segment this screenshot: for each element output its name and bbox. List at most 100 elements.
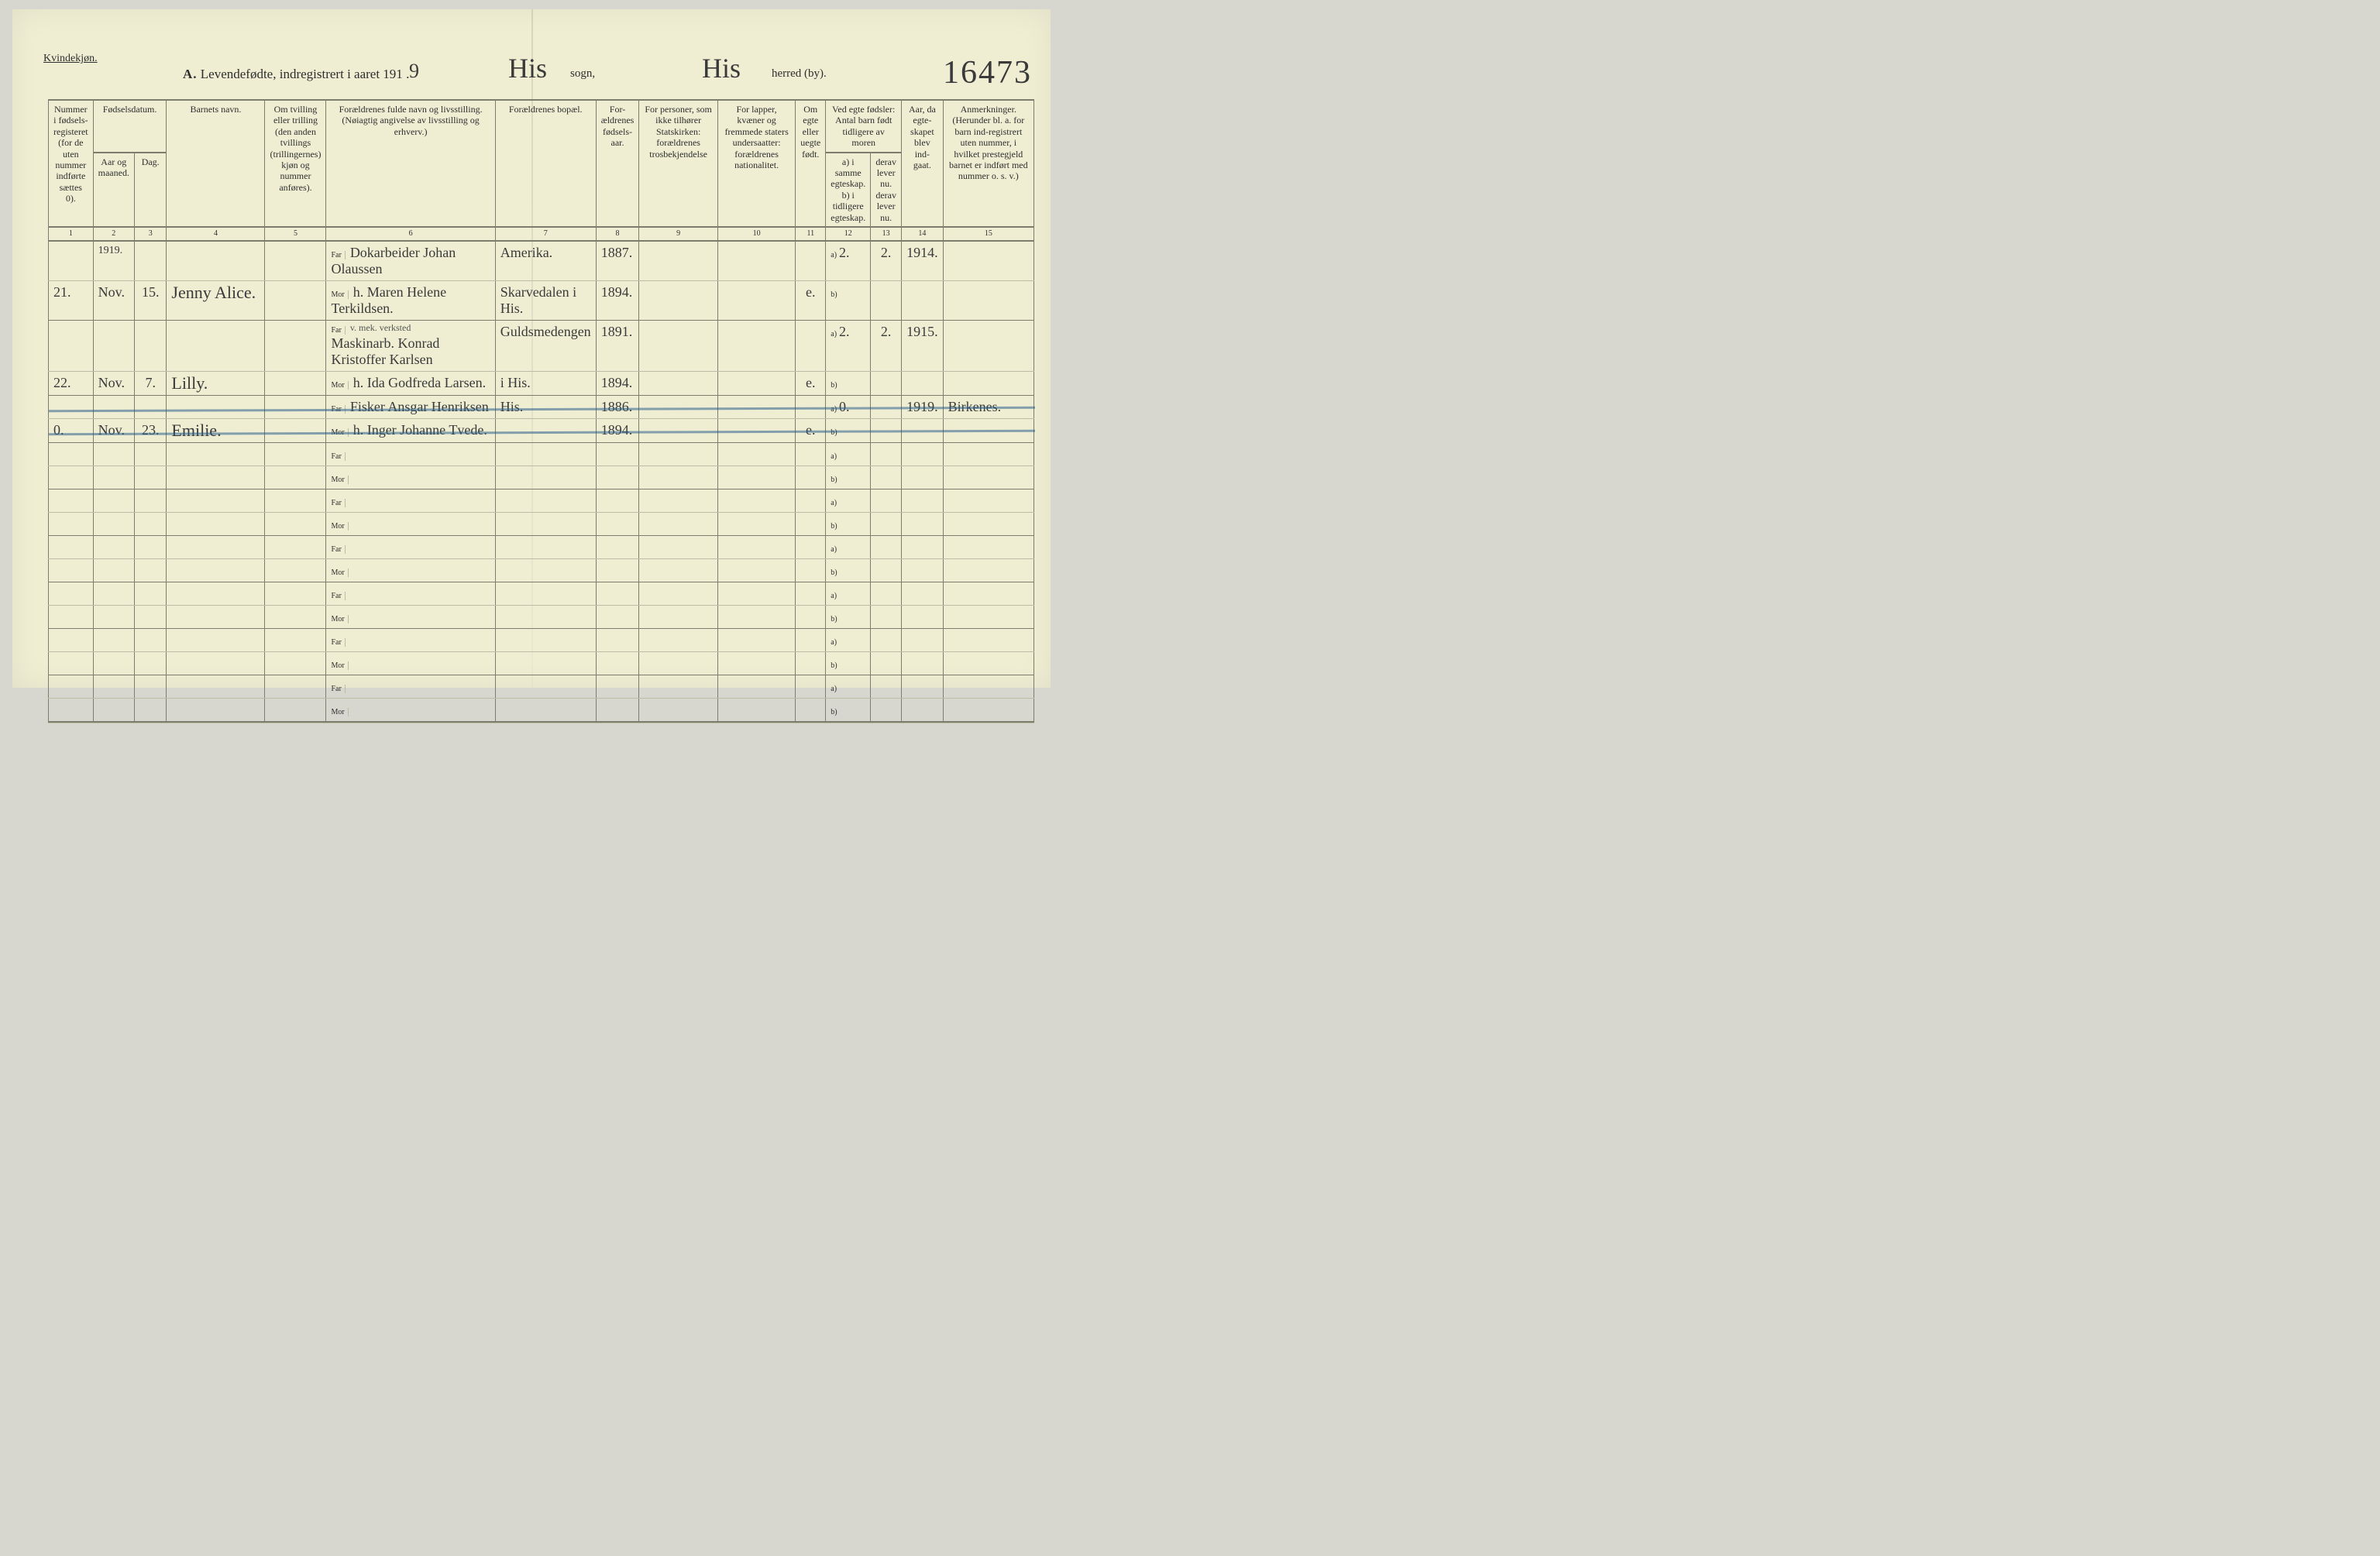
cell-lever (871, 628, 902, 651)
cell-aar-far (596, 582, 639, 605)
cell-name-top (167, 320, 265, 371)
cell-nat (717, 628, 795, 651)
coln-4: 4 (167, 227, 265, 241)
cell-bopel-mor (495, 512, 596, 535)
cell-b: b) (826, 651, 871, 675)
record-row-far: 1919.FarDokarbeider Johan OlaussenAmerik… (49, 241, 1035, 281)
cell-anm (943, 489, 1034, 512)
coln-9: 9 (639, 227, 718, 241)
cell-mor: Mor (326, 651, 495, 675)
cell-day-top (134, 320, 166, 371)
cell-lever-b (871, 280, 902, 320)
cell-num-top (49, 320, 94, 371)
cell-nat (717, 489, 795, 512)
cell-egte (796, 512, 826, 535)
record-row-far: Fara) (49, 535, 1035, 558)
record-row-far: Fara) (49, 675, 1035, 698)
cell-num-top (49, 582, 94, 605)
cell-tros-b (639, 558, 718, 582)
cell-twin-top (265, 628, 326, 651)
cell-egteskap-b (902, 558, 944, 582)
cell-year-top (93, 442, 134, 465)
record-row-far: FarFisker Ansgar HenriksenHis.1886.a) 0.… (49, 395, 1035, 418)
cell-nat (717, 442, 795, 465)
col-11a-header: a) i samme egteskap. b) i tidligere egte… (826, 153, 871, 227)
cell-egteskap-b (902, 418, 944, 442)
cell-nat-b (717, 558, 795, 582)
register-table: Nummer i fødsels-registeret (for de uten… (48, 99, 1035, 723)
cell-month: Nov. (93, 280, 134, 320)
cell-bopel-far: His. (495, 395, 596, 418)
cell-b: b) (826, 465, 871, 489)
cell-nat-b (717, 651, 795, 675)
coln-14: 14 (902, 227, 944, 241)
cell-aar-far (596, 442, 639, 465)
cell-tros (639, 675, 718, 698)
cell-aar-far (596, 628, 639, 651)
cell-far: Farv. mek. verkstedMaskinarb. Konrad Kri… (326, 320, 495, 371)
cell-bopel-mor: i His. (495, 371, 596, 395)
cell-egteskap-b (902, 605, 944, 628)
cell-aar-mor (596, 512, 639, 535)
cell-year-top (93, 395, 134, 418)
cell-nat (717, 395, 795, 418)
col-12-header: Aar, da egte-skapet blev ind-gaat. (902, 100, 944, 227)
record-row-mor: Morb) (49, 512, 1035, 535)
cell-num-top (49, 489, 94, 512)
coln-8: 8 (596, 227, 639, 241)
cell-twin (265, 371, 326, 395)
cell-day: 15. (134, 280, 166, 320)
cell-tros-b (639, 698, 718, 722)
cell-a: a) 2. (826, 241, 871, 281)
record-row-mor: Morb) (49, 698, 1035, 722)
record-row-mor: 0.Nov.23.Emilie.Morh. Inger Johanne Tved… (49, 418, 1035, 442)
cell-mor: Mor (326, 605, 495, 628)
cell-a: a) (826, 489, 871, 512)
cell-bopel-mor (495, 651, 596, 675)
cell-egte-top (796, 582, 826, 605)
cell-num (49, 465, 94, 489)
cell-egteskap-b (902, 512, 944, 535)
coln-5: 5 (265, 227, 326, 241)
cell-far: Far (326, 489, 495, 512)
cell-bopel-mor: Skarvedalen i His. (495, 280, 596, 320)
cell-lever-b (871, 605, 902, 628)
coln-11: 11 (796, 227, 826, 241)
record-row-mor: Morb) (49, 605, 1035, 628)
cell-day-top (134, 535, 166, 558)
cell-mor: Morh. Ida Godfreda Larsen. (326, 371, 495, 395)
cell-lever-b (871, 371, 902, 395)
cell-egteskap-b (902, 651, 944, 675)
cell-anm-b (943, 280, 1034, 320)
cell-month: Nov. (93, 371, 134, 395)
cell-egte (796, 465, 826, 489)
cell-bopel-mor (495, 558, 596, 582)
cell-tros (639, 628, 718, 651)
cell-nat (717, 241, 795, 281)
cell-name: Lilly. (167, 371, 265, 395)
cell-year-top (93, 320, 134, 371)
cell-bopel-mor (495, 605, 596, 628)
cell-egte: e. (796, 371, 826, 395)
cell-egteskap-aar (902, 675, 944, 698)
cell-twin (265, 465, 326, 489)
cell-anm (943, 628, 1034, 651)
cell-day (134, 651, 166, 675)
cell-day (134, 698, 166, 722)
cell-day-top (134, 582, 166, 605)
cell-a: a) 0. (826, 395, 871, 418)
cell-lever (871, 489, 902, 512)
cell-egte-top (796, 675, 826, 698)
cell-tros-b (639, 418, 718, 442)
cell-egteskap-aar: 1915. (902, 320, 944, 371)
cell-mor: Mor (326, 558, 495, 582)
cell-nat-b (717, 465, 795, 489)
cell-a: a) (826, 675, 871, 698)
cell-num-top (49, 241, 94, 281)
ledger-page: Kvindekjøn. A. Levendefødte, indregistre… (12, 9, 1051, 688)
record-row-far: Fara) (49, 628, 1035, 651)
cell-aar-far (596, 675, 639, 698)
cell-nat (717, 582, 795, 605)
cell-name-top (167, 395, 265, 418)
coln-7: 7 (495, 227, 596, 241)
